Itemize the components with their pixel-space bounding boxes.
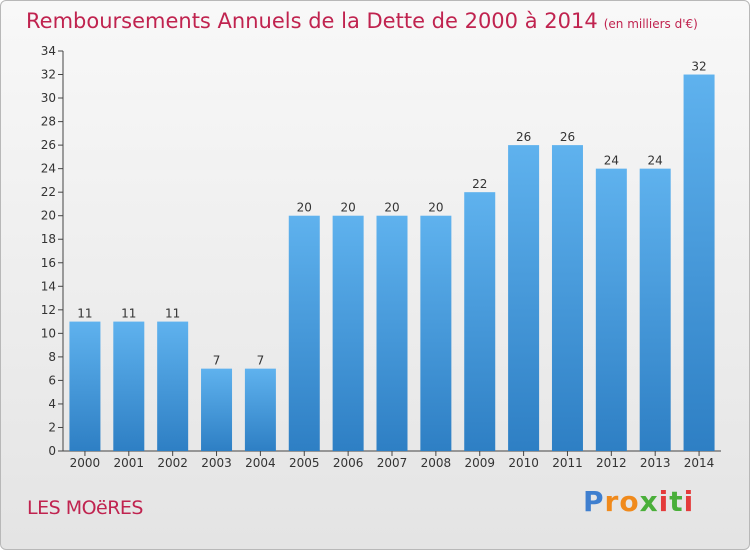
proxiti-logo: Proxiti <box>583 485 695 518</box>
y-tick-label: 32 <box>41 68 56 82</box>
bar-value-label: 24 <box>648 154 663 168</box>
y-tick-label: 10 <box>41 326 56 340</box>
y-tick-label: 8 <box>48 350 56 364</box>
y-tick-label: 0 <box>48 444 56 458</box>
bar-value-label: 11 <box>77 307 92 321</box>
chart-unit-label: (en milliers d'€) <box>603 17 698 31</box>
bar-value-label: 20 <box>297 201 312 215</box>
commune-name: LES MOëRES <box>27 497 144 519</box>
x-tick-label: 2012 <box>596 456 627 470</box>
y-tick-label: 22 <box>41 185 56 199</box>
x-tick-label: 2002 <box>157 456 188 470</box>
y-tick-label: 30 <box>41 91 56 105</box>
bar-value-label: 11 <box>165 307 180 321</box>
x-tick-label: 2004 <box>245 456 276 470</box>
bar-value-label: 24 <box>604 154 619 168</box>
bar-value-label: 20 <box>428 201 443 215</box>
y-tick-label: 28 <box>41 115 56 129</box>
bar-2009 <box>464 192 496 452</box>
x-tick-label: 2001 <box>114 456 145 470</box>
chart-title-text: Remboursements Annuels de la Dette de 20… <box>26 9 598 33</box>
y-tick-label: 16 <box>41 256 56 270</box>
bar-2003 <box>201 368 233 451</box>
bar-2000 <box>69 321 101 451</box>
x-tick-label: 2006 <box>333 456 364 470</box>
y-tick-label: 14 <box>41 279 56 293</box>
bar-value-label: 20 <box>384 201 399 215</box>
x-tick-label: 2011 <box>552 456 583 470</box>
bar-2004 <box>244 368 276 451</box>
bar-value-label: 22 <box>472 177 487 191</box>
y-tick-label: 6 <box>48 373 56 387</box>
y-tick-label: 26 <box>41 138 56 152</box>
x-tick-label: 2009 <box>464 456 495 470</box>
bar-2007 <box>376 215 408 451</box>
bar-2011 <box>551 145 583 451</box>
x-tick-label: 2003 <box>201 456 232 470</box>
bars: 11 11 11 7 7 20 20 20 20 22 26 26 24 24 32 <box>69 60 715 452</box>
y-tick-label: 34 <box>41 44 56 58</box>
bar-2002 <box>157 321 189 451</box>
bar-2010 <box>508 145 540 451</box>
bar-value-label: 11 <box>121 307 136 321</box>
x-tick-label: 2010 <box>508 456 539 470</box>
x-tick-label: 2008 <box>421 456 452 470</box>
bar-2014 <box>683 74 715 451</box>
x-tick-label: 2013 <box>640 456 671 470</box>
y-tick-label: 2 <box>48 420 56 434</box>
bar-value-label: 32 <box>691 60 706 74</box>
bar-2005 <box>288 215 320 451</box>
bar-value-label: 26 <box>560 130 575 144</box>
bar-2012 <box>595 168 627 451</box>
bar-2013 <box>639 168 671 451</box>
y-tick-label: 12 <box>41 303 56 317</box>
x-tick-label: 2007 <box>377 456 408 470</box>
y-tick-label: 4 <box>48 397 56 411</box>
x-tick-label: 2014 <box>684 456 715 470</box>
x-tick-label: 2005 <box>289 456 320 470</box>
bar-value-label: 20 <box>340 201 355 215</box>
y-tick-label: 24 <box>41 162 56 176</box>
bar-2006 <box>332 215 364 451</box>
bar-2001 <box>113 321 145 451</box>
bar-value-label: 26 <box>516 130 531 144</box>
chart-title: Remboursements Annuels de la Dette de 20… <box>26 9 698 33</box>
x-tick-label: 2000 <box>70 456 101 470</box>
bar-2008 <box>420 215 452 451</box>
bar-value-label: 7 <box>257 354 265 368</box>
y-tick-label: 20 <box>41 209 56 223</box>
bar-value-label: 7 <box>213 354 221 368</box>
y-tick-label: 18 <box>41 232 56 246</box>
